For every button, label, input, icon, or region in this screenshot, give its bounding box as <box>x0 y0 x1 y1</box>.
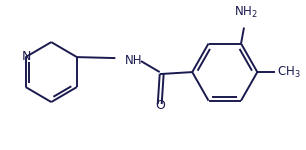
Text: NH$_2$: NH$_2$ <box>234 4 258 20</box>
Text: NH: NH <box>125 54 143 67</box>
Text: N: N <box>22 50 31 63</box>
Text: O: O <box>155 99 165 112</box>
Text: CH$_3$: CH$_3$ <box>277 64 301 80</box>
